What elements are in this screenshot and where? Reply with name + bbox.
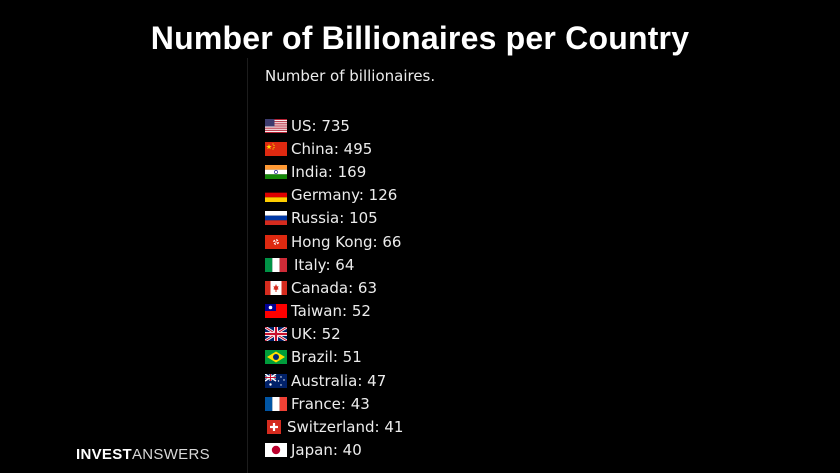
country-label: China: 495 [291,139,373,158]
brazil-flag-icon [265,350,287,365]
list-item: Brazil: 51 [265,346,403,369]
china-flag-icon [265,141,287,156]
india-flag-icon [265,164,287,179]
list-item: Hong Kong: 66 [265,230,403,253]
canada-flag-icon [265,280,287,295]
country-label: India: 169 [291,162,367,181]
page-title: Number of Billionaires per Country [150,20,690,56]
list-item: India: 169 [265,160,403,183]
france-flag-icon [265,396,287,411]
germany-flag-icon [265,188,287,203]
brand-logo: INVESTANSWERS [76,446,210,464]
uk-flag-icon [265,327,287,342]
list-header: Number of billionaires. [265,67,436,85]
russia-flag-icon [265,211,287,226]
list-item: Australia: 47 [265,369,403,392]
country-label: France: 43 [291,394,370,413]
brand-part-1: INVEST [76,446,132,463]
list-item: Russia: 105 [265,207,403,230]
list-item: Canada: 63 [265,276,403,299]
list-item: China: 495 [265,137,403,160]
country-label: Japan: 40 [291,441,362,460]
country-label: UK: 52 [291,325,341,344]
hong-kong-flag-icon [265,234,287,249]
country-label: Hong Kong: 66 [291,232,402,251]
country-label: Brazil: 51 [291,348,362,367]
list-item: Italy: 64 [265,253,403,276]
japan-flag-icon [265,443,287,458]
brand-part-2: ANSWERS [131,446,210,463]
country-label: Taiwan: 52 [291,302,371,321]
switzerland-flag-icon [265,420,283,435]
country-label: Russia: 105 [291,209,378,228]
list-item: France: 43 [265,392,403,415]
list-item: Switzerland: 41 [265,415,403,438]
taiwan-flag-icon [265,304,287,319]
country-list: US: 735 China: 495 India: 169 [265,114,403,462]
country-label: Australia: 47 [291,371,387,390]
country-label: Switzerland: 41 [287,418,404,437]
country-label: US: 735 [291,116,350,135]
list-item: Germany: 126 [265,184,403,207]
us-flag-icon [265,118,287,133]
list-item: Taiwan: 52 [265,300,403,323]
country-label: Canada: 63 [291,278,377,297]
australia-flag-icon [265,373,287,388]
divider [247,58,248,473]
list-item: US: 735 [265,114,403,137]
country-label: Germany: 126 [291,186,398,205]
italy-flag-icon [265,257,287,272]
list-item: UK: 52 [265,323,403,346]
country-label: Italy: 64 [294,255,355,274]
list-item: Japan: 40 [265,439,403,462]
